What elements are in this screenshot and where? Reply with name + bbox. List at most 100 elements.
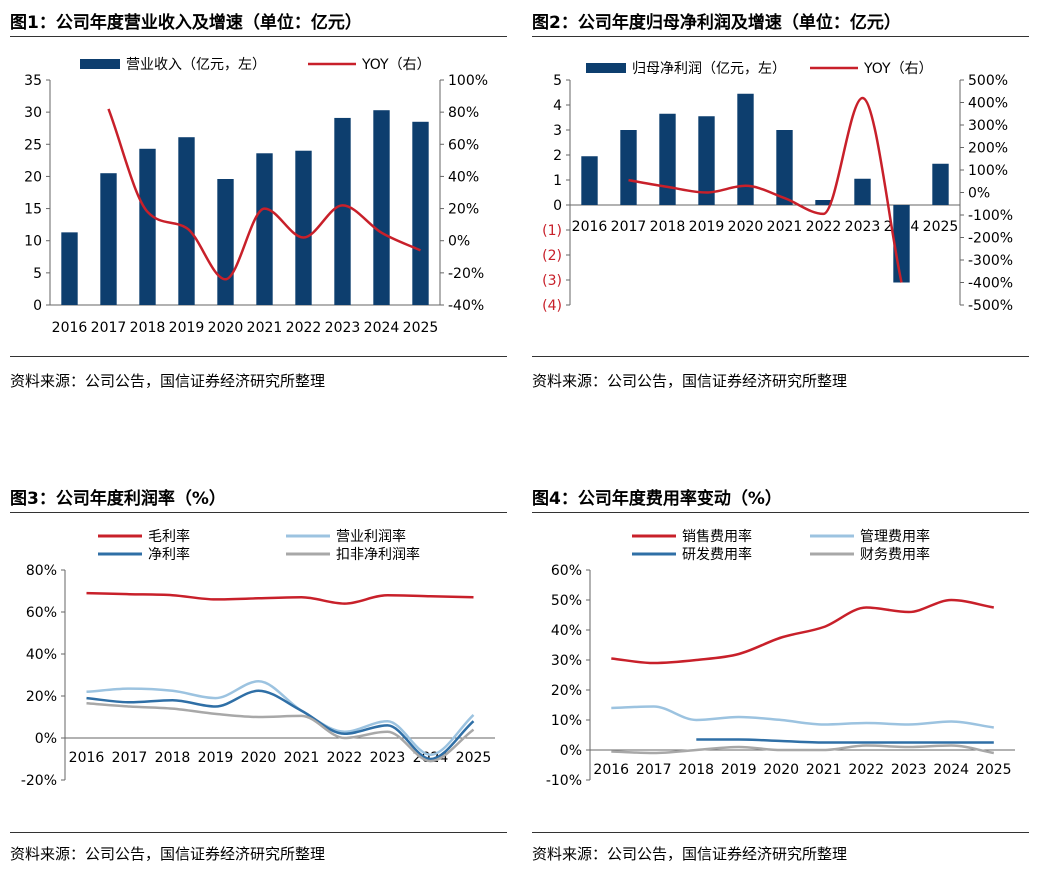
fig4-category-label: 2022 xyxy=(848,762,884,778)
fig4-legend-label: 销售费用率 xyxy=(682,528,752,545)
fig1-bar xyxy=(178,137,195,305)
fig3-category-label: 2020 xyxy=(241,750,277,766)
fig2-left-tick-label: 0 xyxy=(553,198,562,214)
fig4-category-label: 2017 xyxy=(636,762,672,778)
fig4-series-line xyxy=(611,744,995,755)
fig2-left-tick-label: (4) xyxy=(542,298,562,314)
fig4-legend-label: 管理费用率 xyxy=(860,528,930,545)
fig1-bar xyxy=(139,148,156,305)
fig4-series-line xyxy=(696,738,994,744)
fig1-left-tick-label: 25 xyxy=(24,137,42,153)
fig1-left-tick-label: 30 xyxy=(24,105,42,121)
fig4-category-label: 2025 xyxy=(976,762,1012,778)
fig2-left-tick-label: (3) xyxy=(542,273,562,289)
fig1-bar xyxy=(256,153,273,305)
fig1-bar xyxy=(373,110,390,305)
fig2-left-tick-label: (1) xyxy=(542,223,562,239)
fig3-y-tick-label: -20% xyxy=(21,773,57,789)
figure-3-chart: -20% 0% 20% 40% 60% 80% 2016 2017 2018 2019 2020 20… xyxy=(21,528,495,789)
fig1-legend-bar-label: 营业收入（亿元，左） xyxy=(126,57,266,73)
fig1-right-tick-label: -40% xyxy=(448,298,484,314)
fig4-y-tick-label: 60% xyxy=(551,563,582,579)
fig4-y-tick-label: -10% xyxy=(546,773,582,789)
fig3-y-tick-label: 40% xyxy=(26,647,57,663)
fig2-bar xyxy=(737,93,754,205)
fig2-bar xyxy=(620,130,637,205)
figure-2-chart: (4) (3) (2) (1) 0 1 2 3 4 5 -500% -400% -300% -200% -1… xyxy=(542,60,1013,314)
fig4-series-line xyxy=(611,705,994,729)
fig1-bar xyxy=(334,117,351,305)
fig1-legend-line-label: YOY（右） xyxy=(361,57,431,73)
fig2-category-label: 2021 xyxy=(767,219,803,235)
figure-3-title: 图3：公司年度利润率（%） xyxy=(10,489,226,509)
fig2-bar xyxy=(776,130,793,205)
fig1-left-tick-label: 35 xyxy=(24,73,42,89)
fig3-series-line xyxy=(86,689,475,761)
fig4-y-tick-label: 0% xyxy=(560,743,582,759)
fig2-category-label: 2016 xyxy=(572,219,608,235)
fig4-y-tick-label: 40% xyxy=(551,623,582,639)
fig2-bar xyxy=(659,113,676,205)
figure-1-bottom-rule xyxy=(10,356,507,357)
figure-1-chart: 05101520253035-40%-20%0%20%40%60%80%100%… xyxy=(24,57,488,336)
fig3-category-label: 2021 xyxy=(284,750,320,766)
fig2-left-tick-label: 3 xyxy=(553,123,562,139)
fig3-category-label: 2019 xyxy=(198,750,234,766)
fig2-right-tick-label: -100% xyxy=(968,208,1013,224)
fig3-series-line xyxy=(86,680,475,757)
fig4-category-label: 2019 xyxy=(721,762,757,778)
fig4-y-tick-label: 50% xyxy=(551,593,582,609)
fig2-right-tick-label: 0% xyxy=(968,186,990,202)
fig2-category-label: 2023 xyxy=(845,219,881,235)
fig4-category-label: 2024 xyxy=(933,762,969,778)
fig1-legend-bar-swatch xyxy=(80,59,120,69)
fig1-bar xyxy=(217,179,234,305)
fig3-category-label: 2017 xyxy=(112,750,148,766)
fig1-left-tick-label: 0 xyxy=(33,298,42,314)
fig1-category-label: 2021 xyxy=(247,320,283,336)
figure-1-source: 资料来源：公司公告，国信证券经济研究所整理 xyxy=(10,372,326,390)
fig1-right-tick-label: -20% xyxy=(448,266,484,282)
fig1-left-tick-label: 20 xyxy=(24,169,42,185)
fig1-bar xyxy=(100,173,117,305)
fig1-right-tick-label: 20% xyxy=(448,202,479,218)
fig2-left-tick-label: 2 xyxy=(553,148,562,164)
figure-4-source: 资料来源：公司公告，国信证券经济研究所整理 xyxy=(532,845,848,863)
fig1-category-label: 2018 xyxy=(130,320,166,336)
figure-3-top-rule xyxy=(10,512,507,513)
fig1-left-tick-label: 10 xyxy=(24,234,42,250)
fig1-yoy-line xyxy=(107,108,422,281)
fig2-left-tick-label: 1 xyxy=(553,173,562,189)
fig1-bar xyxy=(412,121,429,306)
fig2-bar xyxy=(932,163,949,205)
fig1-category-label: 2017 xyxy=(91,320,127,336)
fig1-right-tick-label: 40% xyxy=(448,169,479,185)
fig1-category-label: 2023 xyxy=(325,320,361,336)
fig2-category-label: 2017 xyxy=(611,219,647,235)
figure-1-top-rule xyxy=(10,36,507,37)
fig1-category-label: 2025 xyxy=(403,320,439,336)
figure-4-top-rule xyxy=(532,512,1029,513)
fig2-left-tick-label: 4 xyxy=(553,98,562,114)
fig2-category-label: 2020 xyxy=(728,219,764,235)
fig4-y-tick-label: 30% xyxy=(551,653,582,669)
fig2-bar xyxy=(581,156,598,205)
fig4-series-line xyxy=(611,598,995,665)
figure-3-source: 资料来源：公司公告，国信证券经济研究所整理 xyxy=(10,845,326,863)
fig1-right-tick-label: 0% xyxy=(448,234,470,250)
fig4-y-tick-label: 20% xyxy=(551,683,582,699)
fig2-category-label: 2018 xyxy=(650,219,686,235)
fig3-series-line xyxy=(86,702,475,763)
fig1-category-label: 2022 xyxy=(286,320,322,336)
fig2-right-tick-label: 300% xyxy=(968,118,1008,134)
fig1-category-label: 2016 xyxy=(52,320,88,336)
figure-2-source: 资料来源：公司公告，国信证券经济研究所整理 xyxy=(532,372,848,390)
fig2-right-tick-label: -300% xyxy=(968,253,1013,269)
fig2-bar xyxy=(815,200,832,205)
fig1-category-label: 2024 xyxy=(364,320,400,336)
fig2-category-label: 2019 xyxy=(689,219,725,235)
fig3-y-tick-label: 80% xyxy=(26,563,57,579)
fig2-right-tick-label: 200% xyxy=(968,141,1008,157)
figure-3-bottom-rule xyxy=(10,832,507,833)
fig1-right-tick-label: 100% xyxy=(448,73,488,89)
